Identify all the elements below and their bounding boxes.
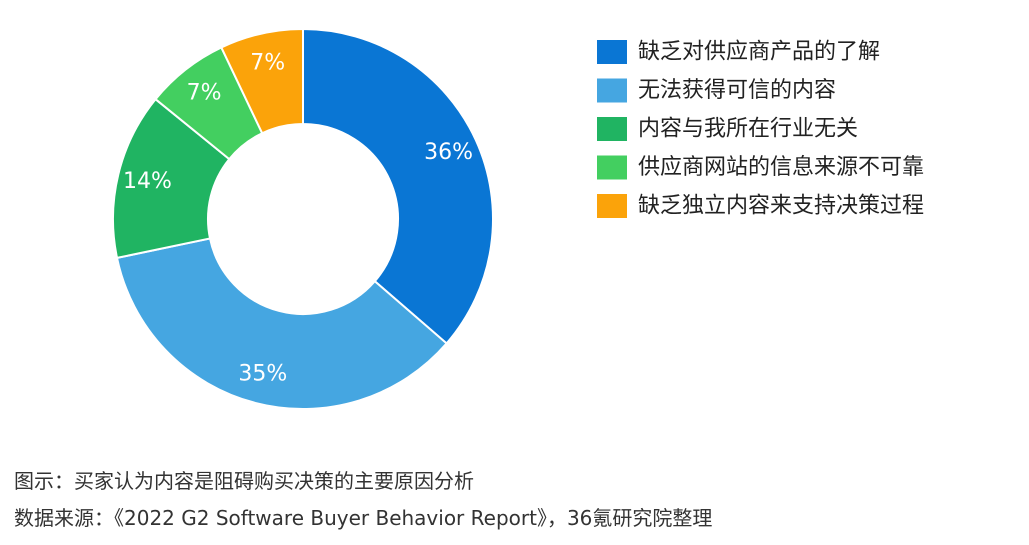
- slice-value-label-4: 7%: [187, 81, 222, 106]
- legend-label-5: 缺乏独立内容来支持决策过程: [638, 194, 924, 219]
- donut-slice-2: [115, 237, 449, 410]
- legend-swatch-2: [597, 78, 627, 103]
- legend-swatch-3: [597, 117, 627, 141]
- legend-label-1: 缺乏对供应商产品的了解: [638, 40, 880, 65]
- legend-swatch-1: [597, 40, 627, 64]
- slice-labels: 36% 35% 14% 7% 7%: [123, 50, 473, 386]
- slice-value-label-1: 36%: [424, 140, 473, 165]
- slice-value-label-3: 14%: [123, 169, 172, 194]
- donut-slices: [112, 27, 494, 410]
- legend-swatch-5: [597, 194, 627, 218]
- legend-label-2: 无法获得可信的内容: [638, 78, 836, 103]
- legend-label-4: 供应商网站的信息来源不可靠: [638, 155, 924, 180]
- data-source: 数据来源：《2022 G2 Software Buyer Behavior Re…: [14, 506, 713, 530]
- legend-label-3: 内容与我所在行业无关: [638, 117, 858, 142]
- donut-slice-5: [220, 27, 304, 135]
- slice-value-label-2: 35%: [238, 361, 287, 386]
- donut-slice-1: [302, 27, 494, 345]
- legend: 缺乏对供应商产品的了解无法获得可信的内容内容与我所在行业无关供应商网站的信息来源…: [597, 40, 924, 219]
- figure-caption: 图示：买家认为内容是阻碍购买决策的主要原因分析: [14, 469, 474, 493]
- slice-value-label-5: 7%: [250, 50, 285, 75]
- legend-swatch-4: [597, 155, 627, 180]
